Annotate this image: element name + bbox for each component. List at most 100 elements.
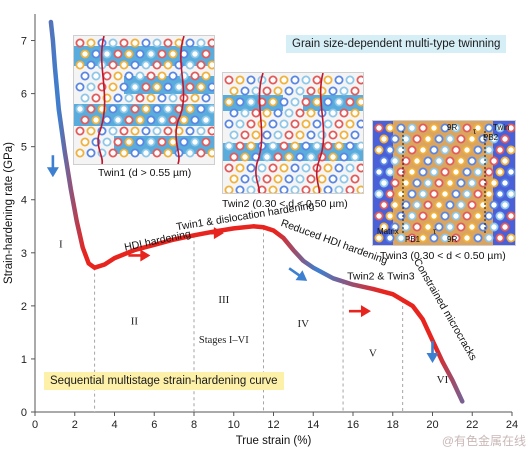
- atom: [484, 233, 494, 243]
- atom: [396, 211, 406, 221]
- atom: [102, 49, 112, 59]
- atom: [412, 134, 422, 144]
- atom: [130, 60, 140, 70]
- atom: [268, 163, 278, 173]
- atom: [201, 115, 211, 125]
- atom: [273, 86, 283, 96]
- atom: [323, 97, 333, 107]
- x-tick-label: 24: [506, 419, 518, 431]
- atom: [86, 38, 96, 48]
- atom: [240, 86, 250, 96]
- atom: [418, 211, 428, 221]
- atom: [168, 49, 178, 59]
- atom: [478, 222, 488, 232]
- atom: [80, 93, 90, 103]
- atom: [385, 123, 395, 133]
- twin3-label-pb2: PB2: [483, 133, 499, 142]
- atom: [323, 141, 333, 151]
- atom: [224, 163, 234, 173]
- atom: [440, 167, 450, 177]
- atom: [356, 97, 363, 107]
- atom: [108, 104, 118, 114]
- atom: [462, 123, 472, 133]
- atom: [86, 126, 96, 136]
- series-line: [48, 19, 465, 404]
- atom: [163, 38, 173, 48]
- atom: [506, 233, 515, 243]
- atom: [379, 222, 389, 232]
- atom: [306, 86, 316, 96]
- atom: [445, 156, 455, 166]
- atom: [235, 119, 245, 129]
- atom: [440, 145, 450, 155]
- atom: [385, 189, 395, 199]
- stage-label: IV: [298, 318, 310, 330]
- atom: [473, 189, 483, 199]
- atom: [301, 163, 311, 173]
- atom: [434, 156, 444, 166]
- atom: [345, 97, 355, 107]
- stage-label: Stages I–VI: [199, 335, 249, 346]
- atom: [328, 86, 338, 96]
- atom: [240, 152, 250, 162]
- atom: [317, 174, 327, 184]
- atom: [301, 141, 311, 151]
- atom: [484, 145, 494, 155]
- twin3-label-twin: Twin: [493, 123, 510, 132]
- atom: [467, 200, 477, 210]
- atom: [108, 126, 118, 136]
- atom: [456, 178, 466, 188]
- twin2-caption: Twin2 (0.30 < d < 0.50 µm): [222, 198, 348, 210]
- atom: [268, 97, 278, 107]
- atom: [495, 123, 505, 133]
- atom: [500, 222, 510, 232]
- atom: [374, 233, 384, 243]
- atom: [224, 119, 234, 129]
- atom: [224, 97, 234, 107]
- atom: [75, 148, 85, 158]
- atom: [328, 152, 338, 162]
- atom: [80, 137, 90, 147]
- twin1-schematic: [74, 36, 214, 164]
- atom: [385, 167, 395, 177]
- direction-arrow: [426, 340, 439, 363]
- atom: [86, 60, 96, 70]
- atom: [345, 141, 355, 151]
- atom: [207, 82, 214, 92]
- atom: [317, 86, 327, 96]
- atom: [345, 185, 355, 193]
- atom: [456, 134, 466, 144]
- atom: [429, 233, 439, 243]
- atom: [113, 93, 123, 103]
- atom: [119, 60, 129, 70]
- atom: [235, 75, 245, 85]
- atom: [268, 119, 278, 129]
- y-tick-label: 6: [21, 89, 27, 101]
- atom: [306, 130, 316, 140]
- atom: [262, 152, 272, 162]
- atom: [356, 163, 363, 173]
- atom: [295, 152, 305, 162]
- atom: [423, 134, 433, 144]
- atom: [141, 126, 151, 136]
- atom: [323, 119, 333, 129]
- arrow-head: [295, 270, 308, 281]
- atom: [478, 156, 488, 166]
- atom: [506, 189, 515, 199]
- x-axis-label: True strain (%): [236, 435, 312, 447]
- atom: [108, 38, 118, 48]
- atom: [301, 97, 311, 107]
- x-tick-label: 18: [387, 419, 399, 431]
- atom: [235, 97, 245, 107]
- atom: [130, 148, 140, 158]
- atom: [379, 200, 389, 210]
- atom: [484, 189, 494, 199]
- atom: [301, 119, 311, 129]
- twin3-caption: Twin3 (0.30 < d < 0.50 µm): [380, 250, 506, 262]
- atom: [146, 93, 156, 103]
- atom: [80, 49, 90, 59]
- atom: [141, 60, 151, 70]
- atom: [185, 82, 195, 92]
- atom: [506, 145, 515, 155]
- atom: [246, 185, 256, 193]
